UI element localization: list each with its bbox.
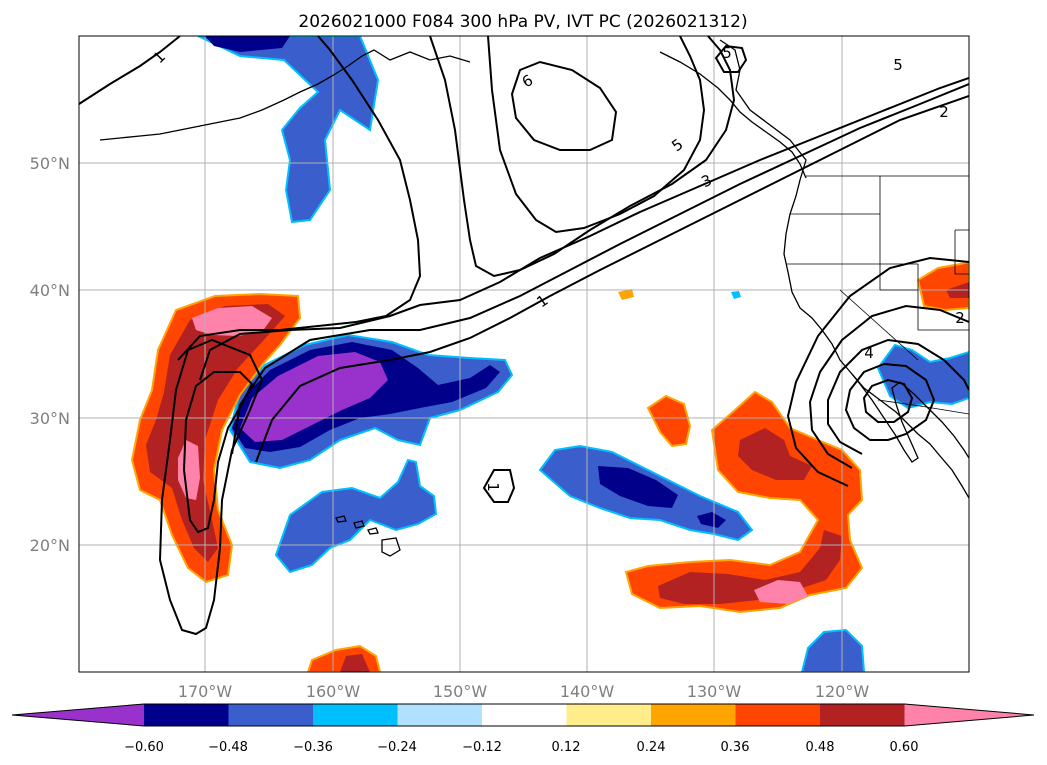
latitude-labels: 50°N 40°N 30°N 20°N — [30, 154, 70, 555]
colorbar-tick-label: 0.60 — [890, 740, 919, 755]
colorbar-tick-labels: −0.60 −0.48 −0.36 −0.24 −0.12 0.12 0.24 … — [124, 740, 918, 755]
colorbar: −0.60 −0.48 −0.36 −0.24 −0.12 0.12 0.24 … — [11, 703, 1035, 755]
neg-anomaly-baja — [876, 343, 969, 410]
gulf-of-california-coast — [899, 381, 969, 459]
contour-closed-west-outer — [177, 36, 422, 361]
us-state-borders — [786, 176, 969, 361]
colorbar-tick-label: −0.48 — [208, 740, 248, 755]
contour-baja-ring-4 — [844, 362, 936, 441]
colorbar-cell — [820, 704, 905, 726]
colorbar-cell — [228, 704, 314, 726]
neg-anomaly-south — [800, 628, 866, 672]
colorbar-cell — [735, 704, 821, 726]
pos-anomaly-small-1 — [646, 394, 692, 448]
contour-loop-west-inner — [182, 371, 254, 534]
ivt-contours — [79, 36, 969, 636]
longitude-labels: 170°W 160°W 150°W 140°W 130°W 120°W — [178, 682, 870, 701]
colorbar-tick-label: 0.24 — [637, 740, 666, 755]
contour-baja-ring-1 — [786, 256, 969, 487]
colorbar-tick-label: −0.24 — [377, 740, 417, 755]
colorbar-tick-label: 0.12 — [552, 740, 581, 755]
contour-baja-ring-5 — [862, 378, 914, 423]
colorbar-tick-label: −0.12 — [462, 740, 502, 755]
lon-label: 140°W — [560, 682, 615, 701]
gridlines — [79, 36, 969, 672]
contour-label: 2 — [939, 103, 949, 121]
lon-label: 160°W — [306, 682, 361, 701]
pos-anomaly-small-2 — [618, 289, 634, 300]
pos-anomaly-subtropical-east-core — [754, 580, 808, 604]
colorbar-tick-label: 0.36 — [721, 740, 750, 755]
political-borders — [786, 175, 969, 415]
pos-anomaly-west-pacific-core — [192, 306, 272, 336]
coastlines — [99, 39, 969, 557]
contour-ridge-outer — [429, 36, 736, 278]
contour-label: 4 — [864, 344, 874, 362]
lon-label: 150°W — [433, 682, 488, 701]
contour-label: 2 — [955, 309, 965, 327]
figure-title: 2026021000 F084 300 hPa PV, IVT PC (2026… — [298, 12, 747, 32]
colorbar-tick-label: 0.48 — [806, 740, 835, 755]
colorbar-cell — [482, 704, 567, 726]
neg-anomaly-east-pacific-core — [598, 466, 678, 508]
neg-anomaly-central-pacific-core — [240, 352, 388, 442]
neg-anomaly-east-pacific-small-core — [697, 512, 726, 528]
colorbar-cell — [397, 704, 483, 726]
colorbar-outline — [11, 703, 1035, 727]
contour-jet-2 — [231, 83, 969, 455]
colorbar-cell — [904, 704, 1034, 726]
colorbar-tick-label: −0.36 — [293, 740, 333, 755]
contour-label: 1 — [484, 482, 502, 492]
colorbar-tick-label: −0.60 — [124, 740, 164, 755]
contour-loop-west — [158, 338, 264, 636]
colorbar-cell — [313, 704, 398, 726]
us-mexico-border — [877, 399, 969, 415]
contour-baja-ring-3 — [827, 338, 969, 455]
pos-anomaly-west-pacific-mid — [146, 304, 285, 562]
contour-small-5 — [714, 44, 748, 73]
neg-anomaly-gulf-core — [205, 36, 290, 52]
negative-pv-anomalies — [197, 36, 969, 672]
lon-label: 170°W — [178, 682, 233, 701]
contour-small-1 — [482, 469, 516, 503]
lon-label: 130°W — [687, 682, 742, 701]
pos-anomaly-subtropical-east-mid — [738, 428, 812, 480]
map-frame — [78, 35, 970, 673]
pos-anomaly-west-pacific-core-2 — [178, 440, 200, 500]
alaska-peninsula-coast — [99, 49, 471, 141]
lat-label: 20°N — [30, 536, 70, 555]
colorbar-cell — [651, 704, 736, 726]
colorbar-cell — [144, 704, 229, 726]
north-america-west-coast — [719, 39, 969, 499]
hawaii-islands — [335, 515, 401, 557]
colorbar-cell — [566, 704, 652, 726]
lat-label: 30°N — [30, 409, 70, 428]
contour-baja-ring-2 — [808, 304, 969, 469]
colorbar-cells — [11, 703, 1035, 727]
colorbar-cell — [12, 704, 144, 726]
contour-label: 5 — [893, 56, 903, 74]
lat-label: 40°N — [30, 281, 70, 300]
lat-label: 50°N — [30, 154, 70, 173]
contour-ridge-6 — [510, 60, 618, 151]
contour-west-1 — [79, 36, 181, 105]
positive-pv-anomalies — [130, 260, 969, 672]
lon-label: 120°W — [815, 682, 870, 701]
pos-anomaly-south-core — [340, 654, 370, 672]
neg-anomaly-hawaii — [274, 458, 438, 574]
baja-peninsula-coast — [851, 373, 919, 463]
map-panel: 1 6 5 5 5 2 3 1 4 2 1 — [79, 36, 969, 672]
contour-ridge-mid — [487, 36, 706, 234]
neg-anomaly-small-dot — [731, 291, 741, 299]
contour-label: 5 — [722, 44, 732, 62]
contour-jet-1 — [255, 95, 969, 463]
